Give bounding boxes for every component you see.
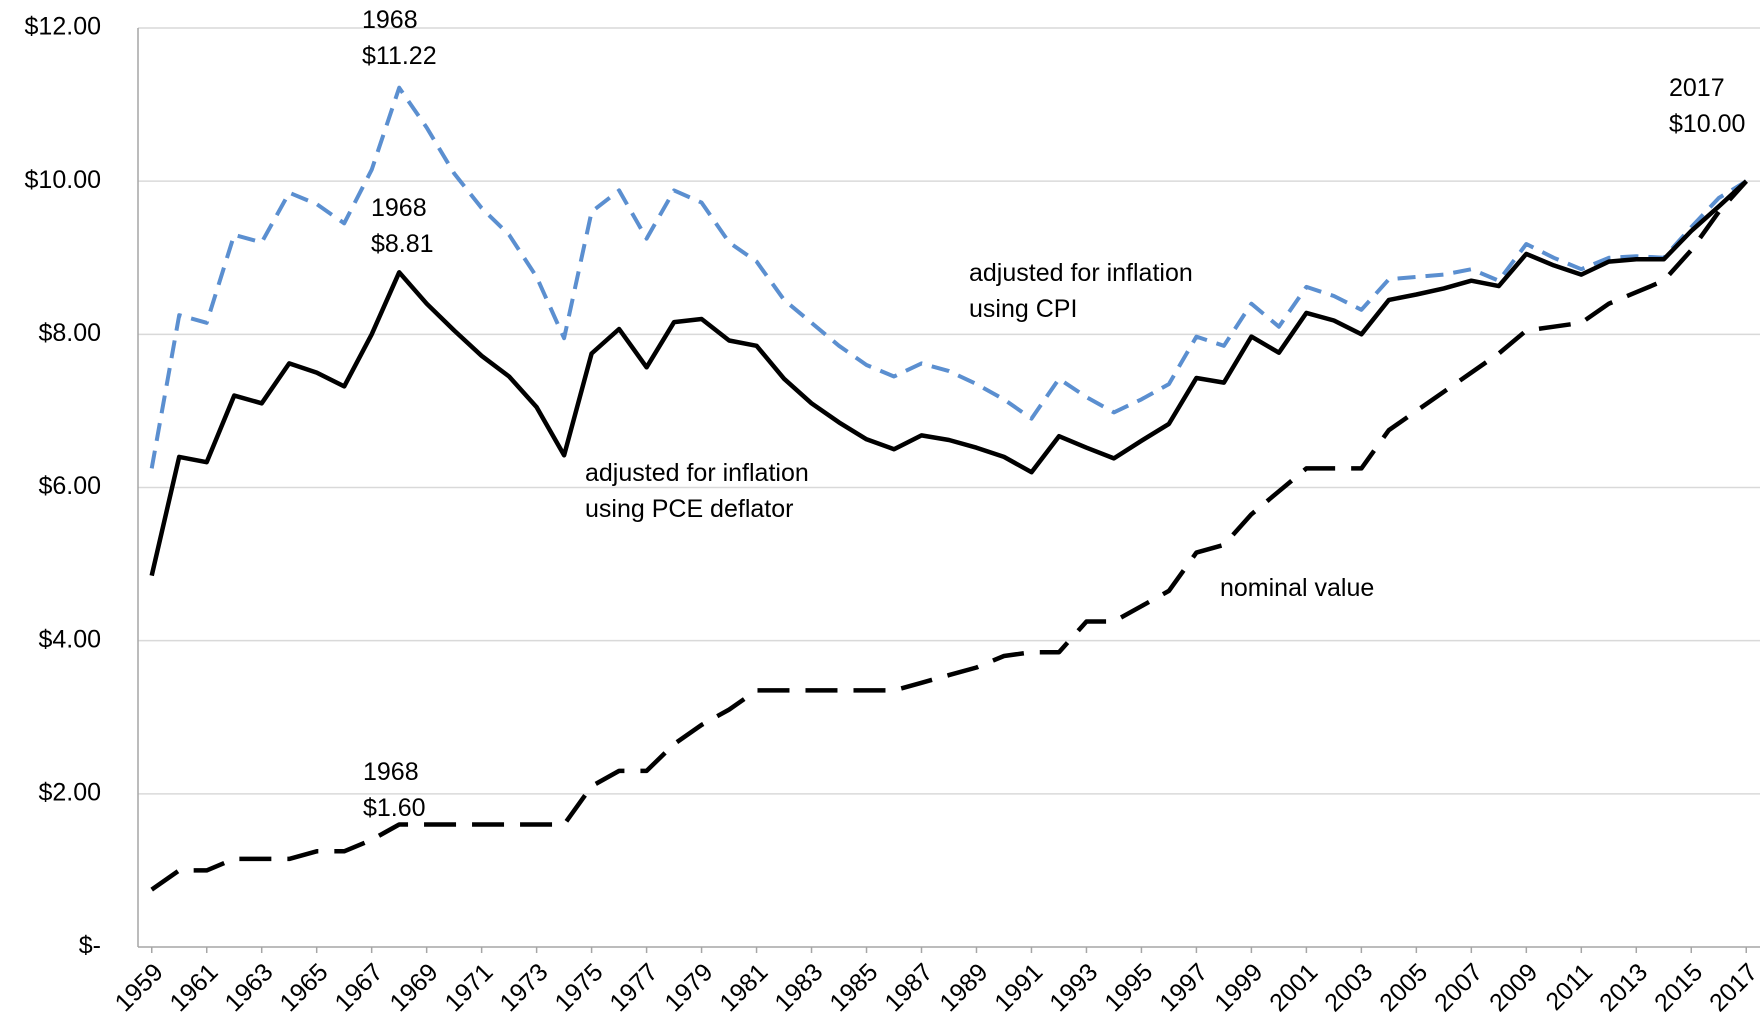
x-tick-label: 1995: [1099, 958, 1158, 1017]
x-tick-label: 2015: [1649, 958, 1708, 1017]
x-tick-label: 2013: [1594, 958, 1653, 1017]
annotation: 2017: [1669, 74, 1725, 102]
series-label: adjusted for inflation using PCE deflato…: [585, 459, 809, 523]
x-tick-label: 2001: [1264, 958, 1323, 1017]
x-tick-label: 1997: [1154, 958, 1213, 1017]
y-tick-label: $12.00: [25, 13, 101, 41]
x-tick-label: 1971: [439, 958, 498, 1017]
annotation: $10.00: [1669, 110, 1746, 138]
x-tick-label: 2011: [1540, 958, 1598, 1016]
x-tick-label: 2009: [1484, 958, 1543, 1017]
x-tick-label: 1985: [824, 958, 883, 1017]
annotation: $11.22: [362, 42, 437, 70]
annotation: $8.81: [371, 230, 434, 258]
x-tick-label: 1967: [329, 958, 388, 1017]
x-tick-label: 1991: [989, 958, 1048, 1017]
series-label: adjusted for inflation using CPI: [969, 259, 1193, 323]
y-tick-label: $8.00: [38, 319, 101, 347]
annotation: 1968: [363, 758, 419, 786]
x-tick-label: 2005: [1374, 958, 1433, 1017]
annotation: 1968: [362, 6, 418, 34]
series-line: [149, 85, 1748, 469]
x-tick-label: 1965: [274, 958, 333, 1017]
y-tick-label: $10.00: [25, 166, 101, 194]
x-tick-label: 1959: [110, 958, 169, 1017]
x-tick-label: 1999: [1209, 958, 1268, 1017]
x-tick-label: 2017: [1704, 958, 1762, 1017]
annotation: 1968: [371, 194, 427, 222]
x-tick-label: 1977: [604, 958, 663, 1017]
x-tick-label: 1979: [659, 958, 718, 1017]
x-tick-label: 1981: [714, 958, 773, 1017]
y-tick-label: $2.00: [38, 778, 101, 806]
x-tick-label: 1989: [934, 958, 993, 1017]
y-tick-label: $6.00: [38, 472, 101, 500]
x-tick-label: 1961: [165, 958, 224, 1017]
x-tick-label: 2003: [1319, 958, 1378, 1017]
series-label: nominal value: [1220, 574, 1375, 602]
series-line: [150, 179, 1748, 892]
x-tick-label: 1975: [549, 958, 608, 1017]
x-tick-label: 2007: [1429, 958, 1488, 1017]
x-tick-label: 1973: [494, 958, 553, 1017]
x-tick-label: 1969: [384, 958, 443, 1017]
y-tick-label: $4.00: [38, 625, 101, 653]
x-tick-label: 1987: [879, 958, 938, 1017]
x-tick-label: 1993: [1044, 958, 1103, 1017]
annotation: $1.60: [363, 794, 426, 822]
y-tick-label: $-: [79, 932, 101, 960]
x-tick-label: 1963: [219, 958, 278, 1017]
x-tick-label: 1983: [769, 958, 828, 1017]
series-line: [149, 179, 1748, 577]
